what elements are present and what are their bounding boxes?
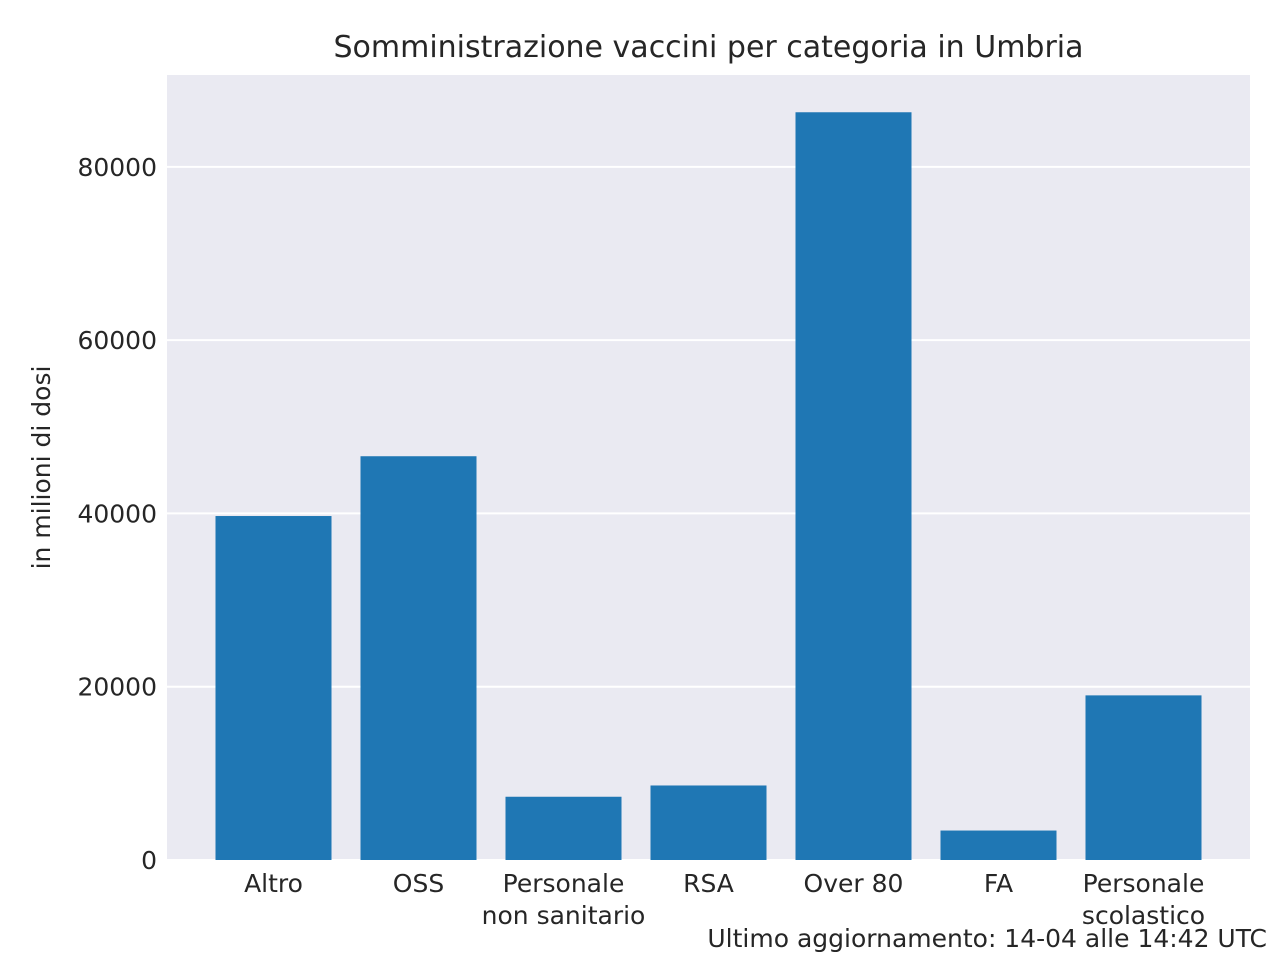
x-tick-labels: Altro OSS Personale non sanitario RSA Over 80…: [244, 869, 1205, 930]
x-tick-label: RSA: [683, 869, 734, 898]
last-update-note: Ultimo aggiornamento: 14-04 alle 14:42 U…: [707, 924, 1267, 953]
x-tick-label: Altro: [244, 869, 303, 898]
bar: [215, 516, 332, 860]
y-tick-label: 60000: [77, 326, 157, 355]
bar: [1085, 695, 1202, 860]
x-tick-label: FA: [984, 869, 1013, 898]
y-tick-label: 0: [141, 846, 157, 875]
plot-area: [167, 75, 1250, 860]
bar: [360, 456, 477, 860]
bar: [795, 112, 912, 860]
bars: [215, 112, 1202, 860]
bar: [505, 796, 622, 860]
x-tick-label: Personale scolastico: [1082, 869, 1205, 930]
bar: [940, 830, 1057, 860]
y-axis-label: in milioni di dosi: [27, 366, 56, 570]
y-tick-label: 40000: [77, 499, 157, 528]
x-tick-label: Over 80: [804, 869, 904, 898]
x-tick-label: OSS: [393, 869, 444, 898]
x-tick-label: Personale non sanitario: [482, 869, 646, 930]
y-tick-labels: 0 20000 40000 60000 80000: [77, 153, 157, 875]
y-tick-label: 80000: [77, 153, 157, 182]
chart-title: Somministrazione vaccini per categoria i…: [333, 30, 1083, 65]
grid-lines: [167, 165, 1250, 861]
y-tick-label: 20000: [77, 673, 157, 702]
bar: [650, 785, 767, 860]
